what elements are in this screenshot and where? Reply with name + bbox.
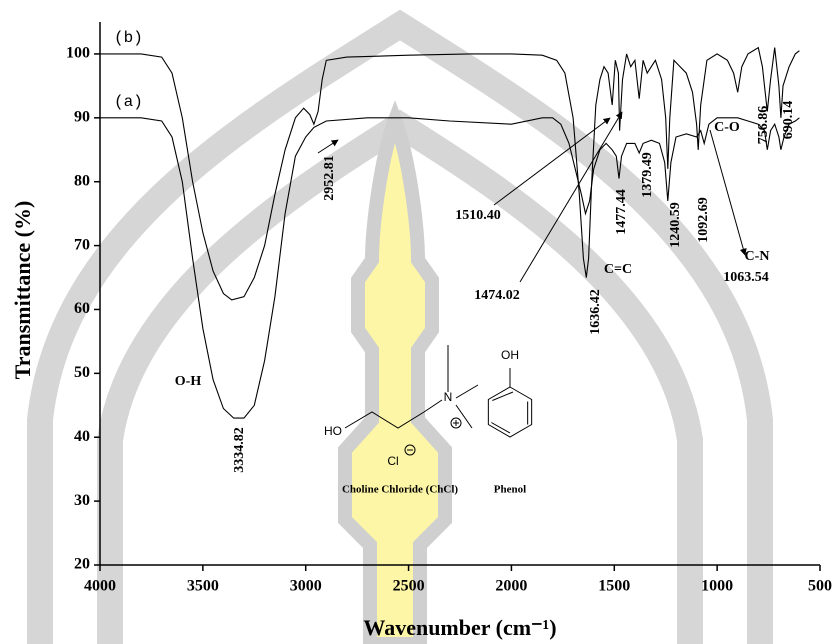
y-tick-label: 40 xyxy=(74,428,90,445)
annotation: 1477.44 xyxy=(614,189,629,235)
annotation: O-H xyxy=(175,374,202,389)
annotation: 1510.40 xyxy=(455,208,501,223)
series-label: (b) xyxy=(114,29,143,47)
series-label: (a) xyxy=(114,93,143,111)
atom-label: Cl xyxy=(387,454,398,468)
annotation: 3334.82 xyxy=(232,427,247,473)
y-tick-label: 80 xyxy=(74,172,90,189)
spectrum-line xyxy=(100,46,800,301)
y-tick-label: 20 xyxy=(74,556,90,573)
annotation: 1474.02 xyxy=(474,288,520,303)
x-tick-label: 2000 xyxy=(495,578,527,595)
y-axis-label: Transmittance (%) xyxy=(10,201,35,380)
annotation: 1240.59 xyxy=(668,202,683,248)
structure-caption: Phenol xyxy=(494,484,526,496)
annotation: 1063.54 xyxy=(723,270,769,285)
charge-minus xyxy=(404,444,416,456)
annotation: 1379.49 xyxy=(640,152,655,198)
annotation: 2952.81 xyxy=(322,155,337,201)
annotation: 690.14 xyxy=(781,101,796,140)
x-axis-label: Wavenumber (cm⁻¹) xyxy=(363,615,556,640)
x-tick-label: 1500 xyxy=(598,578,630,595)
annotation: 1636.42 xyxy=(588,289,603,335)
x-tick-label: 1000 xyxy=(701,578,733,595)
x-tick-label: 3500 xyxy=(187,578,219,595)
y-tick-label: 30 xyxy=(74,492,90,509)
bond xyxy=(344,399,443,429)
annotation-arrow xyxy=(709,129,747,256)
structure-caption: Choline Chloride (ChCl) xyxy=(342,484,458,496)
charge-plus xyxy=(450,417,462,429)
annotation: 756.86 xyxy=(756,106,771,145)
annotation: C-N xyxy=(745,249,770,264)
annotation: C=C xyxy=(604,262,632,277)
watermark-tower xyxy=(338,100,452,644)
x-tick-label: 500 xyxy=(808,578,832,595)
bond xyxy=(447,345,479,429)
bond xyxy=(487,386,533,438)
y-tick-label: 70 xyxy=(74,236,90,253)
atom-label: OH xyxy=(501,348,519,362)
spectrum-line xyxy=(100,117,800,419)
y-tick-label: 90 xyxy=(74,108,90,125)
annotation-arrow xyxy=(519,111,623,283)
annotation: C-O xyxy=(714,120,740,135)
x-tick-label: 4000 xyxy=(84,578,116,595)
atom-label: N xyxy=(444,390,453,404)
y-tick-label: 100 xyxy=(66,45,90,62)
annotation-arrow xyxy=(493,117,611,206)
bond xyxy=(491,368,529,434)
annotation: 1092.69 xyxy=(696,197,711,243)
annotation-arrow xyxy=(317,139,339,154)
x-tick-label: 2500 xyxy=(393,578,425,595)
atom-label: HO xyxy=(324,424,342,438)
x-tick-label: 3000 xyxy=(290,578,322,595)
bond xyxy=(453,420,459,426)
y-tick-label: 60 xyxy=(74,300,90,317)
y-tick-label: 50 xyxy=(74,364,90,381)
